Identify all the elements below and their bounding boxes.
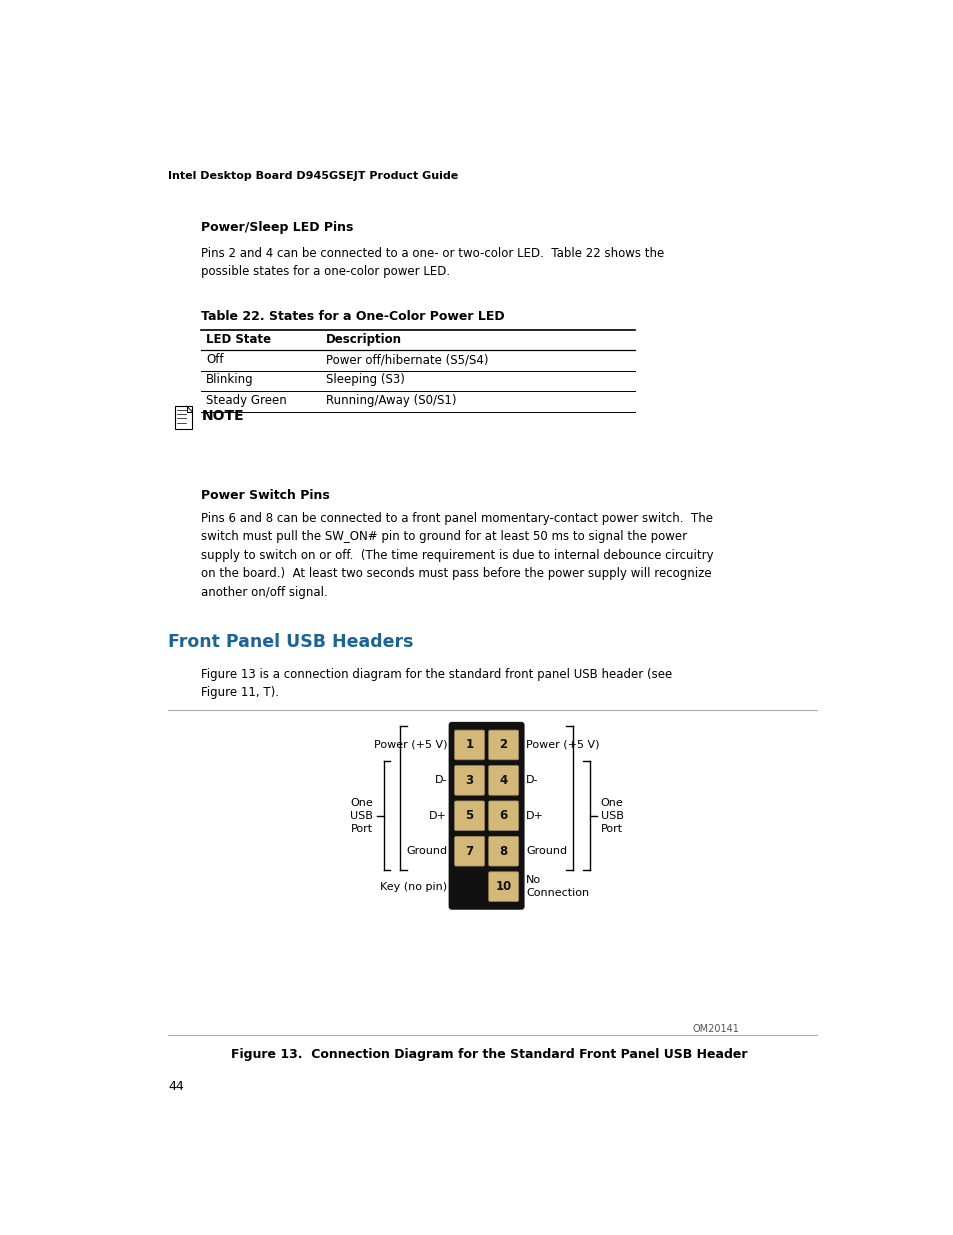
Text: D+: D+	[429, 811, 447, 821]
Text: 10: 10	[495, 881, 511, 893]
FancyBboxPatch shape	[174, 406, 192, 430]
FancyBboxPatch shape	[449, 761, 489, 800]
Text: 8: 8	[499, 845, 507, 858]
Text: 3: 3	[465, 774, 473, 787]
Text: Intel Desktop Board D945GSEJT Product Guide: Intel Desktop Board D945GSEJT Product Gu…	[168, 172, 457, 182]
FancyBboxPatch shape	[449, 867, 489, 906]
FancyBboxPatch shape	[449, 797, 489, 835]
FancyBboxPatch shape	[455, 802, 484, 831]
FancyBboxPatch shape	[449, 725, 489, 764]
Text: Power Switch Pins: Power Switch Pins	[200, 489, 329, 501]
Text: D+: D+	[525, 811, 543, 821]
Text: 44: 44	[168, 1079, 184, 1093]
Text: Power off/hibernate (S5/S4): Power off/hibernate (S5/S4)	[326, 353, 488, 366]
Text: Blinking: Blinking	[206, 373, 253, 387]
Text: Ground: Ground	[406, 846, 447, 856]
FancyBboxPatch shape	[455, 836, 484, 866]
Text: 5: 5	[465, 809, 474, 823]
Text: 7: 7	[465, 845, 473, 858]
Text: Running/Away (S0/S1): Running/Away (S0/S1)	[326, 394, 456, 406]
Text: Power (+5 V): Power (+5 V)	[525, 740, 599, 750]
Text: 4: 4	[499, 774, 507, 787]
Text: 1: 1	[465, 739, 473, 751]
FancyBboxPatch shape	[483, 797, 523, 835]
Text: Figure 13 is a connection diagram for the standard front panel USB header (see
F: Figure 13 is a connection diagram for th…	[200, 668, 671, 699]
FancyBboxPatch shape	[488, 872, 518, 902]
Text: One
USB
Port: One USB Port	[599, 798, 622, 834]
FancyBboxPatch shape	[483, 831, 523, 871]
Text: Power (+5 V): Power (+5 V)	[374, 740, 447, 750]
FancyBboxPatch shape	[483, 867, 523, 906]
FancyBboxPatch shape	[448, 721, 524, 910]
Text: 2: 2	[499, 739, 507, 751]
Text: Off: Off	[206, 353, 223, 366]
Text: Table 22. States for a One-Color Power LED: Table 22. States for a One-Color Power L…	[200, 310, 504, 322]
FancyBboxPatch shape	[455, 766, 484, 795]
FancyBboxPatch shape	[449, 831, 489, 871]
Text: 6: 6	[499, 809, 507, 823]
Text: One
USB
Port: One USB Port	[350, 798, 373, 834]
Text: OM20141: OM20141	[692, 1025, 739, 1035]
Text: D-: D-	[435, 776, 447, 785]
FancyBboxPatch shape	[488, 802, 518, 831]
Text: Sleeping (S3): Sleeping (S3)	[326, 373, 405, 387]
FancyBboxPatch shape	[488, 730, 518, 760]
Text: LED State: LED State	[206, 333, 271, 346]
FancyBboxPatch shape	[455, 730, 484, 760]
FancyBboxPatch shape	[488, 766, 518, 795]
Text: Ground: Ground	[525, 846, 567, 856]
FancyBboxPatch shape	[483, 761, 523, 800]
Text: Front Panel USB Headers: Front Panel USB Headers	[168, 634, 414, 651]
Text: Figure 13.  Connection Diagram for the Standard Front Panel USB Header: Figure 13. Connection Diagram for the St…	[231, 1047, 746, 1061]
Text: Pins 6 and 8 can be connected to a front panel momentary-contact power switch.  : Pins 6 and 8 can be connected to a front…	[200, 511, 713, 599]
Text: Power/Sleep LED Pins: Power/Sleep LED Pins	[200, 221, 353, 235]
Text: NOTE: NOTE	[201, 409, 244, 424]
Text: D-: D-	[525, 776, 538, 785]
Text: Key (no pin): Key (no pin)	[379, 882, 447, 892]
Text: Steady Green: Steady Green	[206, 394, 287, 406]
Text: Description: Description	[326, 333, 402, 346]
Text: No
Connection: No Connection	[525, 876, 589, 898]
Text: Pins 2 and 4 can be connected to a one- or two-color LED.  Table 22 shows the
po: Pins 2 and 4 can be connected to a one- …	[200, 247, 663, 278]
FancyBboxPatch shape	[488, 836, 518, 866]
FancyBboxPatch shape	[483, 725, 523, 764]
